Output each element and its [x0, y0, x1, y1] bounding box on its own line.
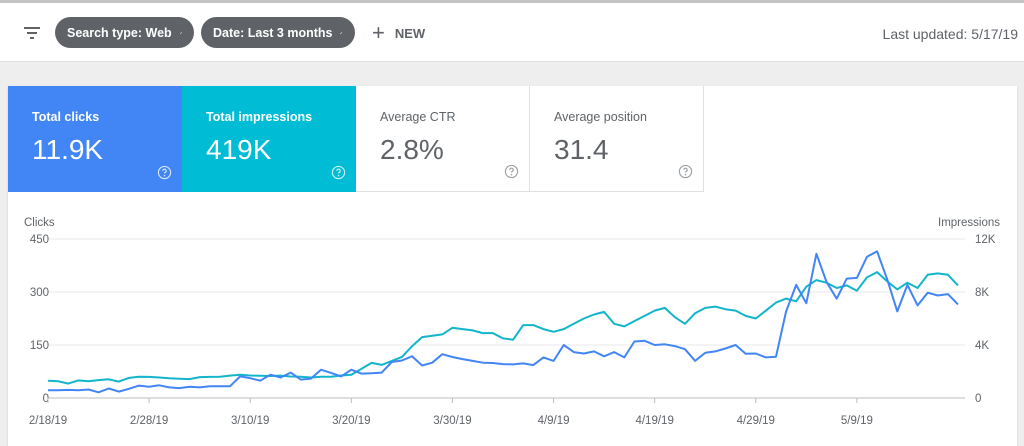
metric-value: 31.4: [554, 134, 609, 165]
x-axis-tick-label: 2/18/19: [29, 415, 67, 427]
series-line-impressions: [47, 271, 959, 385]
metric-total-clicks[interactable]: Total clicks 11.9K: [8, 86, 182, 192]
right-axis-tick-label: 12K: [975, 234, 996, 246]
metric-average-position[interactable]: Average position 31.4: [530, 86, 704, 192]
date-chip[interactable]: Date: Last 3 months: [201, 17, 355, 48]
x-axis-tick-label: 3/30/19: [433, 415, 471, 427]
metric-total-impressions[interactable]: Total impressions 419K: [182, 86, 356, 192]
x-axis-tick-label: 4/19/19: [635, 415, 673, 427]
new-filter-label: NEW: [394, 25, 426, 41]
metric-value: 11.9K: [32, 134, 104, 165]
right-axis-tick-label: 4K: [975, 340, 989, 352]
metric-label: Total impressions: [206, 110, 313, 124]
x-axis-tick-label: 3/10/19: [231, 415, 269, 427]
right-axis-title: Impressions: [938, 217, 1000, 229]
help-icon[interactable]: [504, 164, 519, 179]
left-axis-tick-label: 450: [30, 234, 49, 246]
metric-label: Total clicks: [32, 110, 100, 124]
left-axis-tick-label: 150: [30, 340, 49, 352]
x-axis-tick-label: 3/20/19: [332, 415, 370, 427]
new-filter-button[interactable]: + NEW: [372, 22, 425, 44]
edit-icon: [340, 31, 343, 34]
x-axis-tick-label: 5/9/19: [841, 415, 873, 427]
right-axis-tick-label: 8K: [975, 287, 989, 299]
right-axis-tick-label: 0: [975, 393, 981, 405]
search-type-chip[interactable]: Search type: Web: [55, 17, 194, 48]
left-axis-title: Clicks: [24, 217, 55, 229]
search-type-chip-label: Search type: Web: [67, 25, 172, 40]
last-updated-text: Last updated: 5/17/19: [882, 26, 1018, 42]
date-chip-label: Date: Last 3 months: [213, 25, 333, 40]
metric-label: Average position: [554, 110, 647, 124]
filter-icon[interactable]: [22, 25, 42, 41]
help-icon[interactable]: [678, 164, 693, 179]
x-axis-tick-label: 4/9/19: [538, 415, 570, 427]
plus-icon: +: [372, 20, 385, 45]
metric-value: 419K: [206, 134, 272, 165]
metric-average-ctr[interactable]: Average CTR 2.8%: [356, 86, 530, 192]
help-icon[interactable]: [157, 165, 172, 180]
performance-card: Total clicks 11.9K Total impressions 419…: [8, 86, 1017, 446]
left-axis-tick-label: 0: [43, 393, 49, 405]
help-icon[interactable]: [331, 165, 346, 180]
metric-label: Average CTR: [380, 110, 456, 124]
toolbar: Search type: Web Date: Last 3 months + N…: [0, 0, 1024, 62]
left-axis-tick-label: 300: [30, 287, 49, 299]
x-axis-tick-label: 2/28/19: [130, 415, 168, 427]
edit-icon: [179, 31, 182, 34]
series-line-clicks: [48, 250, 959, 394]
x-axis-tick-label: 4/29/19: [737, 415, 775, 427]
metric-value: 2.8%: [380, 134, 444, 165]
